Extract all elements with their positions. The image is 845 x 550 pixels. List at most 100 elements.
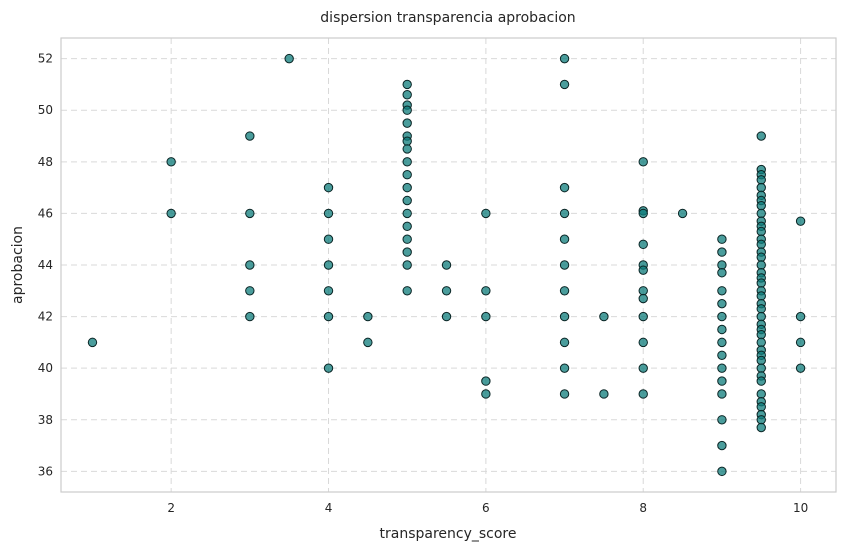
points-layer bbox=[87, 53, 806, 477]
scatter-point bbox=[559, 79, 570, 90]
scatter-point bbox=[717, 324, 727, 335]
scatter-point bbox=[756, 278, 766, 288]
scatter-point bbox=[717, 337, 727, 348]
scatter-point bbox=[756, 304, 766, 314]
scatter-point bbox=[717, 247, 727, 257]
scatter-point bbox=[717, 298, 727, 309]
scatter-point bbox=[756, 329, 766, 340]
scatter-point bbox=[638, 208, 648, 219]
scatter-point bbox=[795, 311, 806, 322]
scatter-point bbox=[795, 216, 806, 226]
y-tick-label: 44 bbox=[38, 258, 53, 272]
scatter-point bbox=[87, 337, 98, 348]
scatter-point bbox=[323, 363, 334, 373]
scatter-point bbox=[245, 260, 255, 270]
scatter-point bbox=[756, 422, 766, 433]
scatter-point bbox=[402, 286, 412, 296]
scatter-point bbox=[245, 131, 255, 141]
scatter-point bbox=[559, 260, 570, 270]
scatter-point bbox=[402, 136, 412, 146]
scatter-point bbox=[245, 208, 255, 219]
scatter-point bbox=[402, 105, 412, 115]
scatter-point bbox=[638, 337, 648, 348]
scatter-point bbox=[756, 355, 766, 366]
scatter-point bbox=[402, 208, 412, 219]
scatter-point bbox=[756, 311, 766, 322]
y-tick-label: 46 bbox=[38, 206, 53, 220]
scatter-point bbox=[717, 234, 727, 244]
scatter-point bbox=[756, 200, 766, 211]
plot-frame bbox=[60, 37, 837, 493]
scatter-point bbox=[756, 208, 766, 219]
scatter-point bbox=[756, 389, 766, 399]
scatter-point bbox=[402, 90, 412, 100]
scatter-point bbox=[756, 226, 766, 237]
scatter-point bbox=[756, 252, 766, 262]
scatter-point bbox=[245, 286, 255, 296]
scatter-point bbox=[559, 311, 570, 322]
x-tick-label: 4 bbox=[325, 501, 333, 515]
scatter-point bbox=[402, 170, 412, 180]
scatter-point bbox=[245, 311, 255, 322]
scatter-point bbox=[284, 53, 294, 64]
scatter-point bbox=[717, 415, 727, 425]
scatter-point bbox=[402, 118, 412, 128]
scatter-point bbox=[599, 389, 609, 399]
scatter-point bbox=[559, 208, 570, 219]
scatter-point bbox=[756, 415, 766, 425]
scatter-point bbox=[481, 376, 491, 386]
scatter-point bbox=[599, 311, 609, 322]
scatter-point bbox=[559, 389, 570, 399]
scatter-point bbox=[638, 265, 648, 275]
scatter-point bbox=[559, 182, 570, 193]
scatter-point bbox=[717, 440, 727, 451]
scatter-point bbox=[756, 260, 766, 270]
scatter-point bbox=[323, 286, 334, 296]
scatter-point bbox=[481, 311, 491, 322]
scatter-point bbox=[402, 247, 412, 257]
scatter-point bbox=[638, 157, 648, 167]
scatter-point bbox=[638, 311, 648, 322]
scatter-point bbox=[402, 260, 412, 270]
scatter-point bbox=[481, 208, 491, 219]
scatter-point bbox=[717, 466, 727, 477]
scatter-point bbox=[638, 363, 648, 373]
scatter-point bbox=[323, 182, 334, 193]
scatter-point bbox=[638, 389, 648, 399]
x-tick-label: 6 bbox=[482, 501, 490, 515]
scatter-point bbox=[402, 79, 412, 90]
scatter-point bbox=[756, 363, 766, 373]
scatter-point bbox=[717, 376, 727, 386]
scatter-point bbox=[756, 131, 766, 141]
x-tick-label: 2 bbox=[167, 501, 175, 515]
y-tick-label: 50 bbox=[38, 103, 53, 117]
scatter-point bbox=[166, 157, 176, 167]
scatter-point bbox=[402, 144, 412, 154]
scatter-point bbox=[363, 311, 373, 322]
y-tick-label: 48 bbox=[38, 155, 53, 169]
scatter-point bbox=[402, 157, 412, 167]
scatter-point bbox=[717, 311, 727, 322]
x-axis-label: transparency_score bbox=[380, 526, 517, 542]
scatter-point bbox=[756, 291, 766, 301]
scatter-point bbox=[756, 337, 766, 348]
y-axis-label: aprobacion bbox=[10, 226, 26, 304]
scatter-point bbox=[717, 286, 727, 296]
scatter-point bbox=[323, 260, 334, 270]
scatter-point bbox=[323, 234, 334, 244]
chart-title: dispersion transparencia aprobacion bbox=[320, 10, 575, 26]
scatter-point bbox=[441, 286, 452, 296]
scatter-point bbox=[559, 363, 570, 373]
scatter-point bbox=[677, 208, 688, 219]
scatter-point bbox=[402, 221, 412, 232]
scatter-point bbox=[756, 239, 766, 250]
scatter-point bbox=[756, 376, 766, 386]
scatter-point bbox=[795, 337, 806, 348]
x-tick-label: 8 bbox=[639, 501, 647, 515]
scatter-point bbox=[559, 286, 570, 296]
scatter-point bbox=[481, 286, 491, 296]
scatter-point bbox=[717, 350, 727, 360]
y-tick-label: 42 bbox=[38, 310, 53, 324]
scatter-point bbox=[756, 182, 766, 193]
